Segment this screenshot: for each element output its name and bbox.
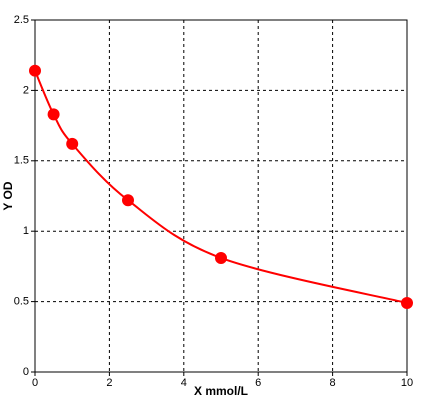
- x-tick-label: 4: [181, 377, 187, 389]
- x-axis-title: X mmol/L: [194, 384, 248, 398]
- x-tick-label: 2: [106, 377, 112, 389]
- y-axis-title: Y OD: [1, 181, 15, 210]
- plot-border: [34, 19, 408, 373]
- y-tick-label: 2.5: [14, 14, 29, 26]
- x-tick-label: 6: [255, 377, 261, 389]
- y-tick-label: 0: [23, 366, 29, 378]
- y-tick-label: 1: [23, 225, 29, 237]
- data-point: [122, 194, 134, 207]
- data-point: [47, 108, 60, 121]
- y-tick-label: 2: [23, 84, 29, 96]
- data-point: [215, 251, 227, 264]
- data-point: [401, 297, 413, 310]
- data-point: [29, 64, 41, 77]
- x-tick-label: 8: [330, 377, 336, 389]
- x-tick-label: 0: [32, 377, 38, 389]
- plot-area: [35, 20, 407, 372]
- data-point: [66, 137, 79, 150]
- y-tick-label: 0.5: [14, 296, 29, 308]
- y-tick-label: 1.5: [14, 155, 29, 167]
- x-tick-label: 10: [401, 377, 413, 389]
